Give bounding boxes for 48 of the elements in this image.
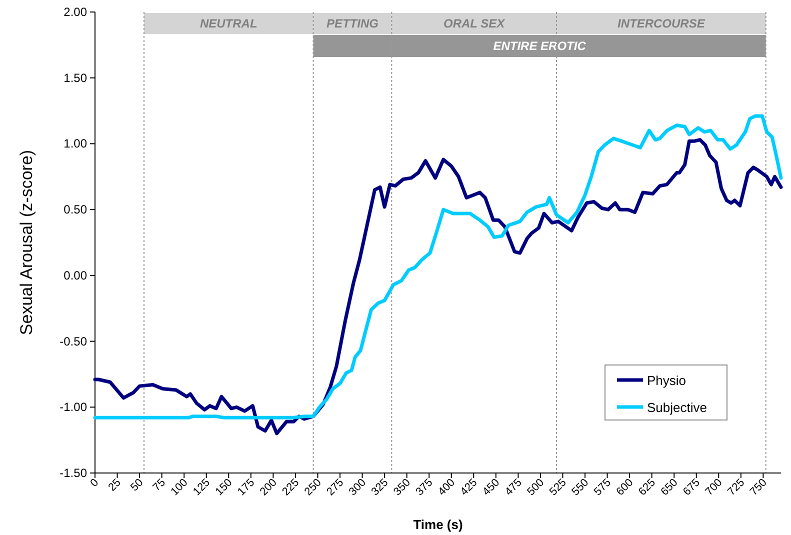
x-tick-label: 200 xyxy=(258,476,280,498)
band-label: PETTING xyxy=(326,16,378,30)
y-tick-label: 1.50 xyxy=(64,70,88,85)
x-tick-label: 650 xyxy=(658,476,680,498)
x-tick-label: 600 xyxy=(614,476,636,498)
x-tick-label: 525 xyxy=(547,476,569,498)
x-tick-label: 550 xyxy=(570,476,592,498)
x-tick-label: 25 xyxy=(106,476,124,494)
x-tick-label: 325 xyxy=(369,476,391,498)
legend-label: Physio xyxy=(647,373,686,388)
x-tick-label: 150 xyxy=(213,476,235,498)
y-tick-label: 0.00 xyxy=(64,268,88,282)
y-tick-label: 0.50 xyxy=(64,202,88,217)
y-tick-label: -1.50 xyxy=(60,466,88,480)
x-axis-title: Time (s) xyxy=(413,517,463,532)
x-tick-label: 725 xyxy=(726,476,748,498)
x-tick-label: 450 xyxy=(480,476,502,498)
x-tick-label: 0 xyxy=(88,476,102,490)
y-axis-title: Sexual Arousal (z-score) xyxy=(17,150,36,336)
x-tick-label: 75 xyxy=(150,476,168,494)
band-label: INTERCOURSE xyxy=(618,16,706,30)
x-tick-label: 175 xyxy=(236,476,258,498)
x-tick-label: 250 xyxy=(302,476,324,498)
x-tick-label: 350 xyxy=(391,476,413,498)
x-tick-label: 100 xyxy=(168,476,190,498)
band-label: NEUTRAL xyxy=(200,16,258,30)
y-tick-label: 2.00 xyxy=(64,5,88,19)
x-tick-label: 575 xyxy=(592,476,614,498)
x-tick-label: 500 xyxy=(525,476,547,498)
x-tick-label: 625 xyxy=(636,476,658,498)
x-tick-label: 475 xyxy=(502,476,524,498)
x-tick-label: 300 xyxy=(346,476,368,498)
band-label: ORAL SEX xyxy=(444,16,506,30)
legend-label: Subjective xyxy=(647,400,707,415)
x-tick-label: 225 xyxy=(280,476,302,498)
x-tick-label: 425 xyxy=(458,476,480,498)
x-tick-label: 400 xyxy=(436,476,458,498)
y-tick-label: -0.50 xyxy=(60,334,88,348)
x-tick-label: 50 xyxy=(128,476,146,494)
y-tick-label: 1.00 xyxy=(64,136,88,151)
x-tick-label: 125 xyxy=(191,476,212,498)
x-tick-label: 275 xyxy=(324,476,346,498)
band-label: ENTIRE EROTIC xyxy=(493,39,586,53)
x-tick-label: 375 xyxy=(414,476,436,498)
x-tick-label: 750 xyxy=(748,476,770,498)
y-tick-label: -1.00 xyxy=(60,400,88,414)
x-tick-label: 700 xyxy=(703,476,725,498)
x-tick-label: 675 xyxy=(681,476,702,498)
